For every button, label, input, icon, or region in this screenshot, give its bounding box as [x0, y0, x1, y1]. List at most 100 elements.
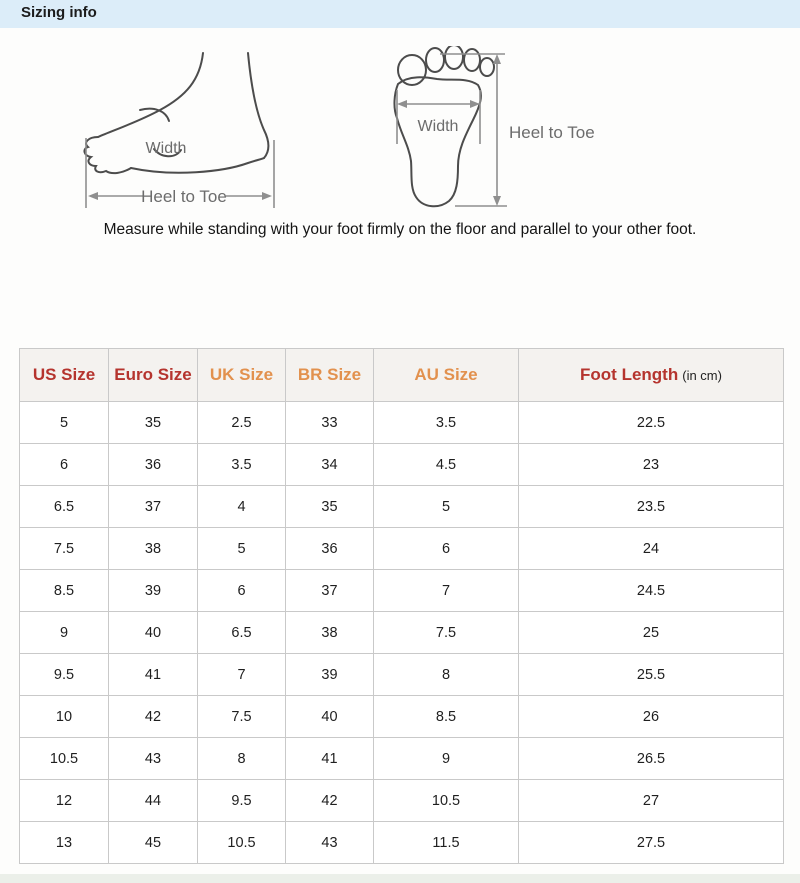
size-cell: 6.5 [19, 485, 109, 528]
size-cell: 8.5 [19, 569, 109, 612]
col-uk-size: UK Size [197, 348, 286, 402]
size-cell: 6 [373, 527, 519, 570]
size-cell: 8 [197, 737, 286, 780]
size-cell: 38 [108, 527, 198, 570]
size-cell: 27 [518, 779, 784, 822]
table-row: 5 35 2.5 33 3.5 22.5 [19, 401, 784, 444]
side-heel-to-toe-label: Heel to Toe [141, 187, 227, 206]
side-width-label: Width [146, 140, 187, 157]
size-table-wrap: US Size Euro Size UK Size BR Size AU Siz… [19, 348, 784, 864]
col-au-size-label: AU Size [414, 365, 478, 385]
size-cell: 43 [285, 821, 374, 864]
size-cell: 36 [108, 443, 198, 486]
size-cell: 39 [108, 569, 198, 612]
size-cell: 23.5 [518, 485, 784, 528]
size-cell: 8 [373, 653, 519, 696]
size-cell: 42 [108, 695, 198, 738]
size-cell: 7.5 [19, 527, 109, 570]
col-foot-length: Foot Length (in cm) [518, 348, 784, 402]
size-cell: 7 [197, 653, 286, 696]
size-cell: 37 [285, 569, 374, 612]
col-br-size-label: BR Size [297, 365, 362, 385]
size-table-body: 5 35 2.5 33 3.5 22.5 6 36 3.5 34 4.5 23 6.5 37 4 35 5 23.… [19, 401, 784, 864]
size-cell: 40 [108, 611, 198, 654]
size-cell: 6 [19, 443, 109, 486]
print-width-label: Width [418, 118, 459, 135]
print-heel-to-toe-measure [440, 53, 507, 207]
size-cell: 9 [373, 737, 519, 780]
col-us-size: US Size [19, 348, 109, 402]
size-cell: 7 [373, 569, 519, 612]
title-bar: Sizing info [0, 0, 800, 28]
size-cell: 5 [373, 485, 519, 528]
size-cell: 41 [108, 653, 198, 696]
table-row: 12 44 9.5 42 10.5 27 [19, 779, 784, 822]
size-cell: 5 [19, 401, 109, 444]
size-cell: 35 [108, 401, 198, 444]
size-cell: 23 [518, 443, 784, 486]
size-cell: 8.5 [373, 695, 519, 738]
size-cell: 7.5 [197, 695, 286, 738]
size-cell: 4 [197, 485, 286, 528]
size-table-header: US Size Euro Size UK Size BR Size AU Siz… [19, 348, 784, 402]
size-cell: 6 [197, 569, 286, 612]
size-cell: 41 [285, 737, 374, 780]
foot-side-outline [83, 52, 270, 175]
size-cell: 25.5 [518, 653, 784, 696]
print-heel-to-toe-label: Heel to Toe [509, 123, 595, 142]
size-conversion-table: US Size Euro Size UK Size BR Size AU Siz… [19, 348, 784, 864]
col-br-size: BR Size [285, 348, 374, 402]
col-euro-size-label: Euro Size [114, 365, 192, 385]
table-row: 7.5 38 5 36 6 24 [19, 527, 784, 570]
table-row: 8.5 39 6 37 7 24.5 [19, 569, 784, 612]
size-cell: 10.5 [197, 821, 286, 864]
size-cell: 2.5 [197, 401, 286, 444]
size-cell: 36 [285, 527, 374, 570]
size-cell: 5 [197, 527, 286, 570]
table-row: 10.5 43 8 41 9 26.5 [19, 737, 784, 780]
size-cell: 12 [19, 779, 109, 822]
table-row: 9 40 6.5 38 7.5 25 [19, 611, 784, 654]
foot-print-diagram: Width Heel to Toe [393, 46, 595, 208]
size-cell: 38 [285, 611, 374, 654]
size-cell: 13 [19, 821, 109, 864]
col-au-size: AU Size [373, 348, 519, 402]
col-us-size-label: US Size [32, 365, 96, 385]
size-cell: 4.5 [373, 443, 519, 486]
foot-print-outline [393, 46, 495, 208]
size-cell: 11.5 [373, 821, 519, 864]
header-row: US Size Euro Size UK Size BR Size AU Siz… [19, 348, 784, 402]
size-cell: 10.5 [19, 737, 109, 780]
size-cell: 9 [19, 611, 109, 654]
size-cell: 35 [285, 485, 374, 528]
size-cell: 6.5 [197, 611, 286, 654]
print-width-measure [396, 90, 481, 144]
size-cell: 10 [19, 695, 109, 738]
size-cell: 22.5 [518, 401, 784, 444]
size-cell: 26 [518, 695, 784, 738]
size-cell: 37 [108, 485, 198, 528]
size-cell: 43 [108, 737, 198, 780]
size-cell: 3.5 [373, 401, 519, 444]
size-cell: 9.5 [19, 653, 109, 696]
size-cell: 9.5 [197, 779, 286, 822]
size-cell: 27.5 [518, 821, 784, 864]
foot-side-view-diagram: Width Heel to Toe [83, 52, 275, 208]
size-cell: 44 [108, 779, 198, 822]
size-cell: 40 [285, 695, 374, 738]
size-cell: 34 [285, 443, 374, 486]
table-row: 10 42 7.5 40 8.5 26 [19, 695, 784, 738]
col-foot-length-label: Foot Length [580, 365, 679, 385]
table-row: 6.5 37 4 35 5 23.5 [19, 485, 784, 528]
size-cell: 39 [285, 653, 374, 696]
size-cell: 45 [108, 821, 198, 864]
measure-instruction: Measure while standing with your foot fi… [103, 221, 697, 238]
size-cell: 7.5 [373, 611, 519, 654]
size-cell: 3.5 [197, 443, 286, 486]
page-title: Sizing info [21, 4, 97, 21]
bottom-strip [0, 874, 800, 883]
table-row: 9.5 41 7 39 8 25.5 [19, 653, 784, 696]
table-row: 6 36 3.5 34 4.5 23 [19, 443, 784, 486]
col-foot-length-unit: (in cm) [682, 368, 722, 384]
size-cell: 33 [285, 401, 374, 444]
